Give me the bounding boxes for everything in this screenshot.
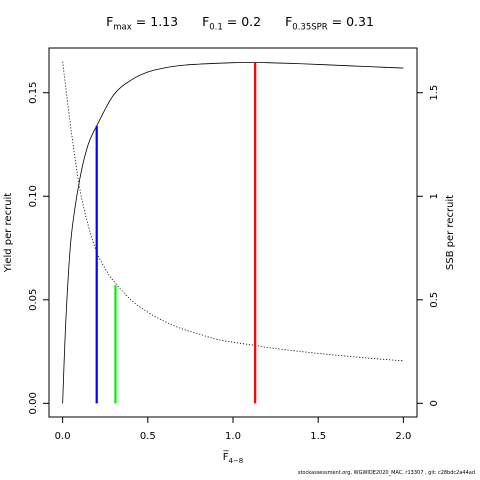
plot-frame [48,47,418,418]
y-right-tick-label: 0.5 [429,292,440,308]
y-right-tick-label: 1.5 [429,85,440,101]
plot-area: 0.0 0.5 1.0 1.5 2.0 0.00 0.05 0.10 0.15 0 0.5 1 1.5 [28,47,440,442]
x-tick-label: 0.0 [55,431,71,442]
y-right-tick-label: 0 [429,400,440,406]
x-tick-label: 1.0 [225,431,241,442]
x-axis-label: F̅4−8 [222,450,243,465]
title-f035spr: F0.35SPR = 0.31 [285,14,374,33]
x-tick-label: 0.5 [140,431,156,442]
x-tick-label: 2.0 [395,431,411,442]
yield-per-recruit-line [62,62,404,404]
x-tick-label: 1.5 [310,431,326,442]
y-left-tick-label: 0.15 [28,82,39,104]
y-axis-left-label: Yield per recruit [3,193,14,274]
y-right-tick-label: 1 [429,193,440,199]
ssb-per-recruit-line [62,61,404,362]
y-left-tick-label: 0.10 [28,185,39,207]
y-axis-right-label: SSB per recruit [445,195,456,270]
y-left-tick-label: 0.05 [28,289,39,311]
y-left-tick-label: 0.00 [28,392,39,414]
footer-source: stockassessment.org, WGWIDE2020_MAC, r13… [297,470,475,476]
title-fmax: Fmax = 1.13 [106,14,179,33]
chart-title: Fmax = 1.13 F0.1 = 0.2 F0.35SPR = 0.31 [0,14,480,33]
title-f01: F0.1 = 0.2 [202,14,262,33]
